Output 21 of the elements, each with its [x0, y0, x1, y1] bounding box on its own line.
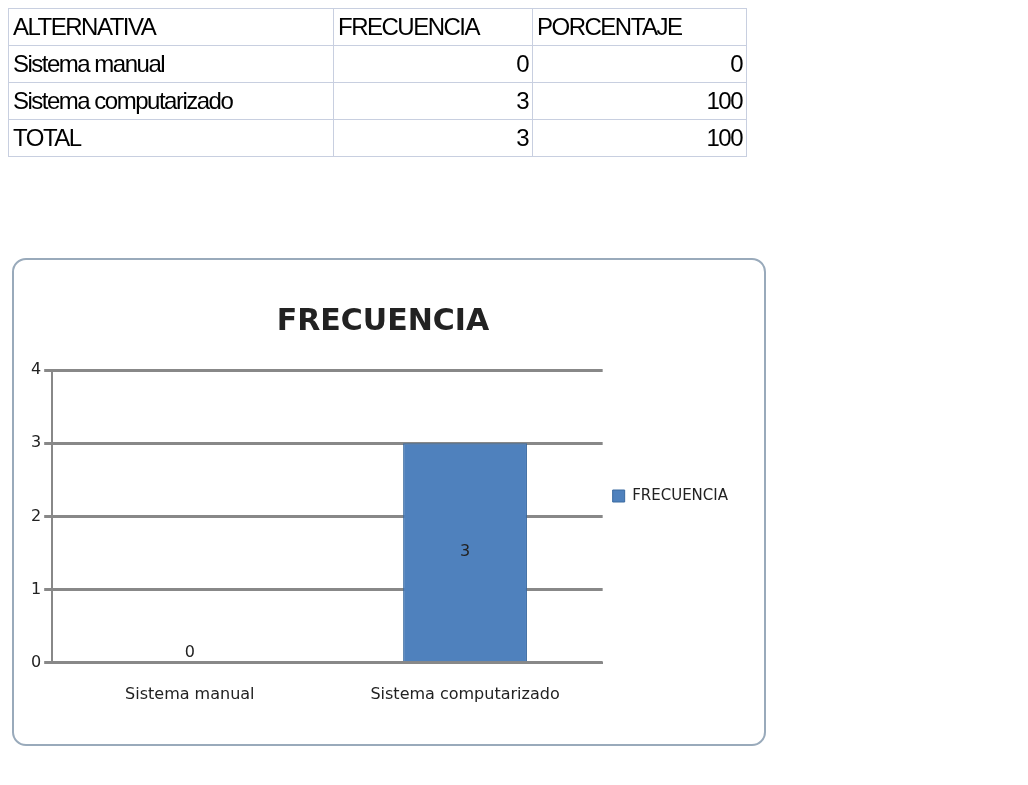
text: Sistema manual — [8, 45, 334, 83]
text: 0 — [532, 45, 747, 83]
text: 100 — [532, 119, 747, 157]
text: 100 — [532, 82, 747, 120]
text: ALTERNATIVA — [8, 8, 334, 46]
y-tick-label: 4 — [30, 359, 42, 379]
text: PORCENTAJE — [532, 8, 747, 46]
y-tick-label: 0 — [30, 651, 42, 671]
y-tick-label: 2 — [30, 505, 42, 525]
text: Sistema computarizado — [8, 82, 334, 120]
data-label: 0 — [184, 641, 195, 661]
legend-label: FRECUENCIA — [632, 485, 729, 504]
y-tick-label: 1 — [30, 578, 42, 598]
chart-title: FRECUENCIA — [276, 301, 491, 337]
text: FRECUENCIA — [333, 8, 533, 46]
text: 0 — [333, 45, 533, 83]
text: TOTAL — [8, 119, 334, 157]
y-tick-label: 3 — [30, 432, 42, 452]
data-label: 3 — [459, 541, 471, 561]
text: 3 — [333, 82, 533, 120]
text: 3 — [333, 119, 533, 157]
